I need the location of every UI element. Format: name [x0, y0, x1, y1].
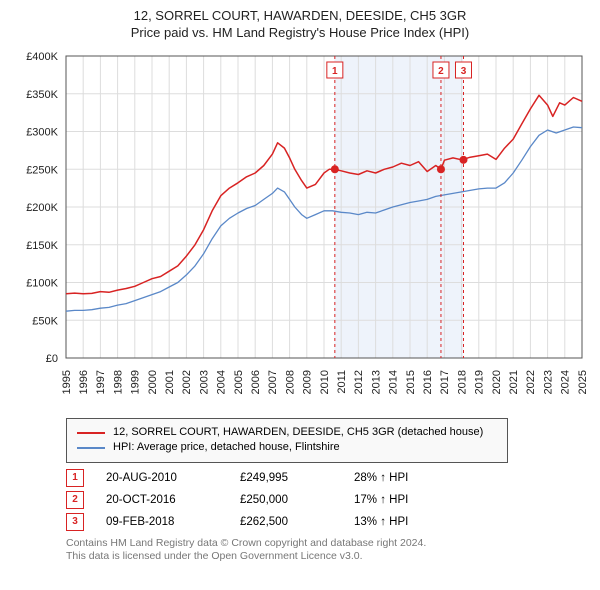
svg-text:1998: 1998: [112, 370, 124, 394]
svg-text:£400K: £400K: [26, 51, 58, 63]
svg-text:2014: 2014: [388, 370, 400, 394]
transaction-marker: 2: [66, 491, 84, 509]
svg-text:2009: 2009: [302, 370, 314, 394]
svg-text:1996: 1996: [78, 370, 90, 394]
svg-text:2006: 2006: [250, 370, 262, 394]
svg-text:£50K: £50K: [32, 315, 58, 327]
transaction-hpi: 17% ↑ HPI: [354, 494, 408, 506]
chart-plot-area: £0 £50K £100K £150K £200K £250K £300K £350K £400…: [12, 48, 588, 410]
footer-line-1: Contains HM Land Registry data © Crown c…: [66, 537, 588, 551]
svg-text:1999: 1999: [130, 370, 142, 394]
svg-text:£150K: £150K: [26, 240, 58, 252]
legend-box: 12, SORREL COURT, HAWARDEN, DEESIDE, CH5…: [66, 418, 508, 463]
transaction-price: £250,000: [240, 494, 350, 506]
svg-text:£300K: £300K: [26, 127, 58, 139]
svg-text:2007: 2007: [267, 370, 279, 394]
svg-text:£0: £0: [46, 353, 58, 365]
transaction-row: 2 20-OCT-2016 £250,000 17% ↑ HPI: [66, 491, 588, 509]
legend-swatch: [77, 432, 105, 434]
transaction-row: 1 20-AUG-2010 £249,995 28% ↑ HPI: [66, 469, 588, 487]
svg-text:£350K: £350K: [26, 89, 58, 101]
transaction-date: 09-FEB-2018: [106, 516, 236, 528]
svg-text:2018: 2018: [456, 370, 468, 394]
transaction-price: £262,500: [240, 516, 350, 528]
svg-text:2020: 2020: [491, 370, 503, 394]
svg-text:2021: 2021: [508, 370, 520, 394]
legend-label: 12, SORREL COURT, HAWARDEN, DEESIDE, CH5…: [113, 425, 483, 440]
svg-text:2003: 2003: [198, 370, 210, 394]
svg-text:3: 3: [461, 66, 467, 77]
transaction-hpi: 28% ↑ HPI: [354, 472, 408, 484]
svg-text:2013: 2013: [370, 370, 382, 394]
svg-text:2023: 2023: [542, 370, 554, 394]
transaction-marker: 1: [66, 469, 84, 487]
legend-row: HPI: Average price, detached house, Flin…: [77, 440, 497, 455]
legend-swatch: [77, 447, 105, 449]
legend-label: HPI: Average price, detached house, Flin…: [113, 440, 340, 455]
footer-line-2: This data is licensed under the Open Gov…: [66, 550, 588, 564]
legend-row: 12, SORREL COURT, HAWARDEN, DEESIDE, CH5…: [77, 425, 497, 440]
svg-text:1995: 1995: [61, 370, 73, 394]
svg-text:2001: 2001: [164, 370, 176, 394]
chart-container: 12, SORREL COURT, HAWARDEN, DEESIDE, CH5…: [0, 0, 600, 572]
svg-text:£250K: £250K: [26, 164, 58, 176]
svg-text:2005: 2005: [233, 370, 245, 394]
svg-text:£100K: £100K: [26, 278, 58, 290]
transaction-date: 20-OCT-2016: [106, 494, 236, 506]
svg-text:2024: 2024: [560, 370, 572, 394]
svg-text:£200K: £200K: [26, 202, 58, 214]
svg-text:2: 2: [438, 66, 444, 77]
chart-svg: £0 £50K £100K £150K £200K £250K £300K £350K £400…: [12, 48, 588, 410]
svg-text:2010: 2010: [319, 370, 331, 394]
svg-text:2002: 2002: [181, 370, 193, 394]
transaction-hpi: 13% ↑ HPI: [354, 516, 408, 528]
svg-text:2012: 2012: [353, 370, 365, 394]
transaction-price: £249,995: [240, 472, 350, 484]
svg-text:2022: 2022: [525, 370, 537, 394]
footer-attribution: Contains HM Land Registry data © Crown c…: [66, 537, 588, 564]
svg-text:1997: 1997: [95, 370, 107, 394]
chart-title: 12, SORREL COURT, HAWARDEN, DEESIDE, CH5…: [12, 8, 588, 23]
svg-text:2011: 2011: [336, 370, 348, 394]
svg-text:2015: 2015: [405, 370, 417, 394]
transaction-marker: 3: [66, 513, 84, 531]
transactions-table: 1 20-AUG-2010 £249,995 28% ↑ HPI 2 20-OCT-201…: [66, 469, 588, 531]
svg-text:2004: 2004: [216, 370, 228, 394]
svg-text:2000: 2000: [147, 370, 159, 394]
chart-subtitle: Price paid vs. HM Land Registry's House …: [12, 25, 588, 40]
svg-text:2008: 2008: [284, 370, 296, 394]
svg-text:2017: 2017: [439, 370, 451, 394]
svg-text:1: 1: [332, 66, 338, 77]
svg-text:2016: 2016: [422, 370, 434, 394]
transaction-date: 20-AUG-2010: [106, 472, 236, 484]
svg-text:2019: 2019: [474, 370, 486, 394]
svg-text:2025: 2025: [577, 370, 588, 394]
transaction-row: 3 09-FEB-2018 £262,500 13% ↑ HPI: [66, 513, 588, 531]
